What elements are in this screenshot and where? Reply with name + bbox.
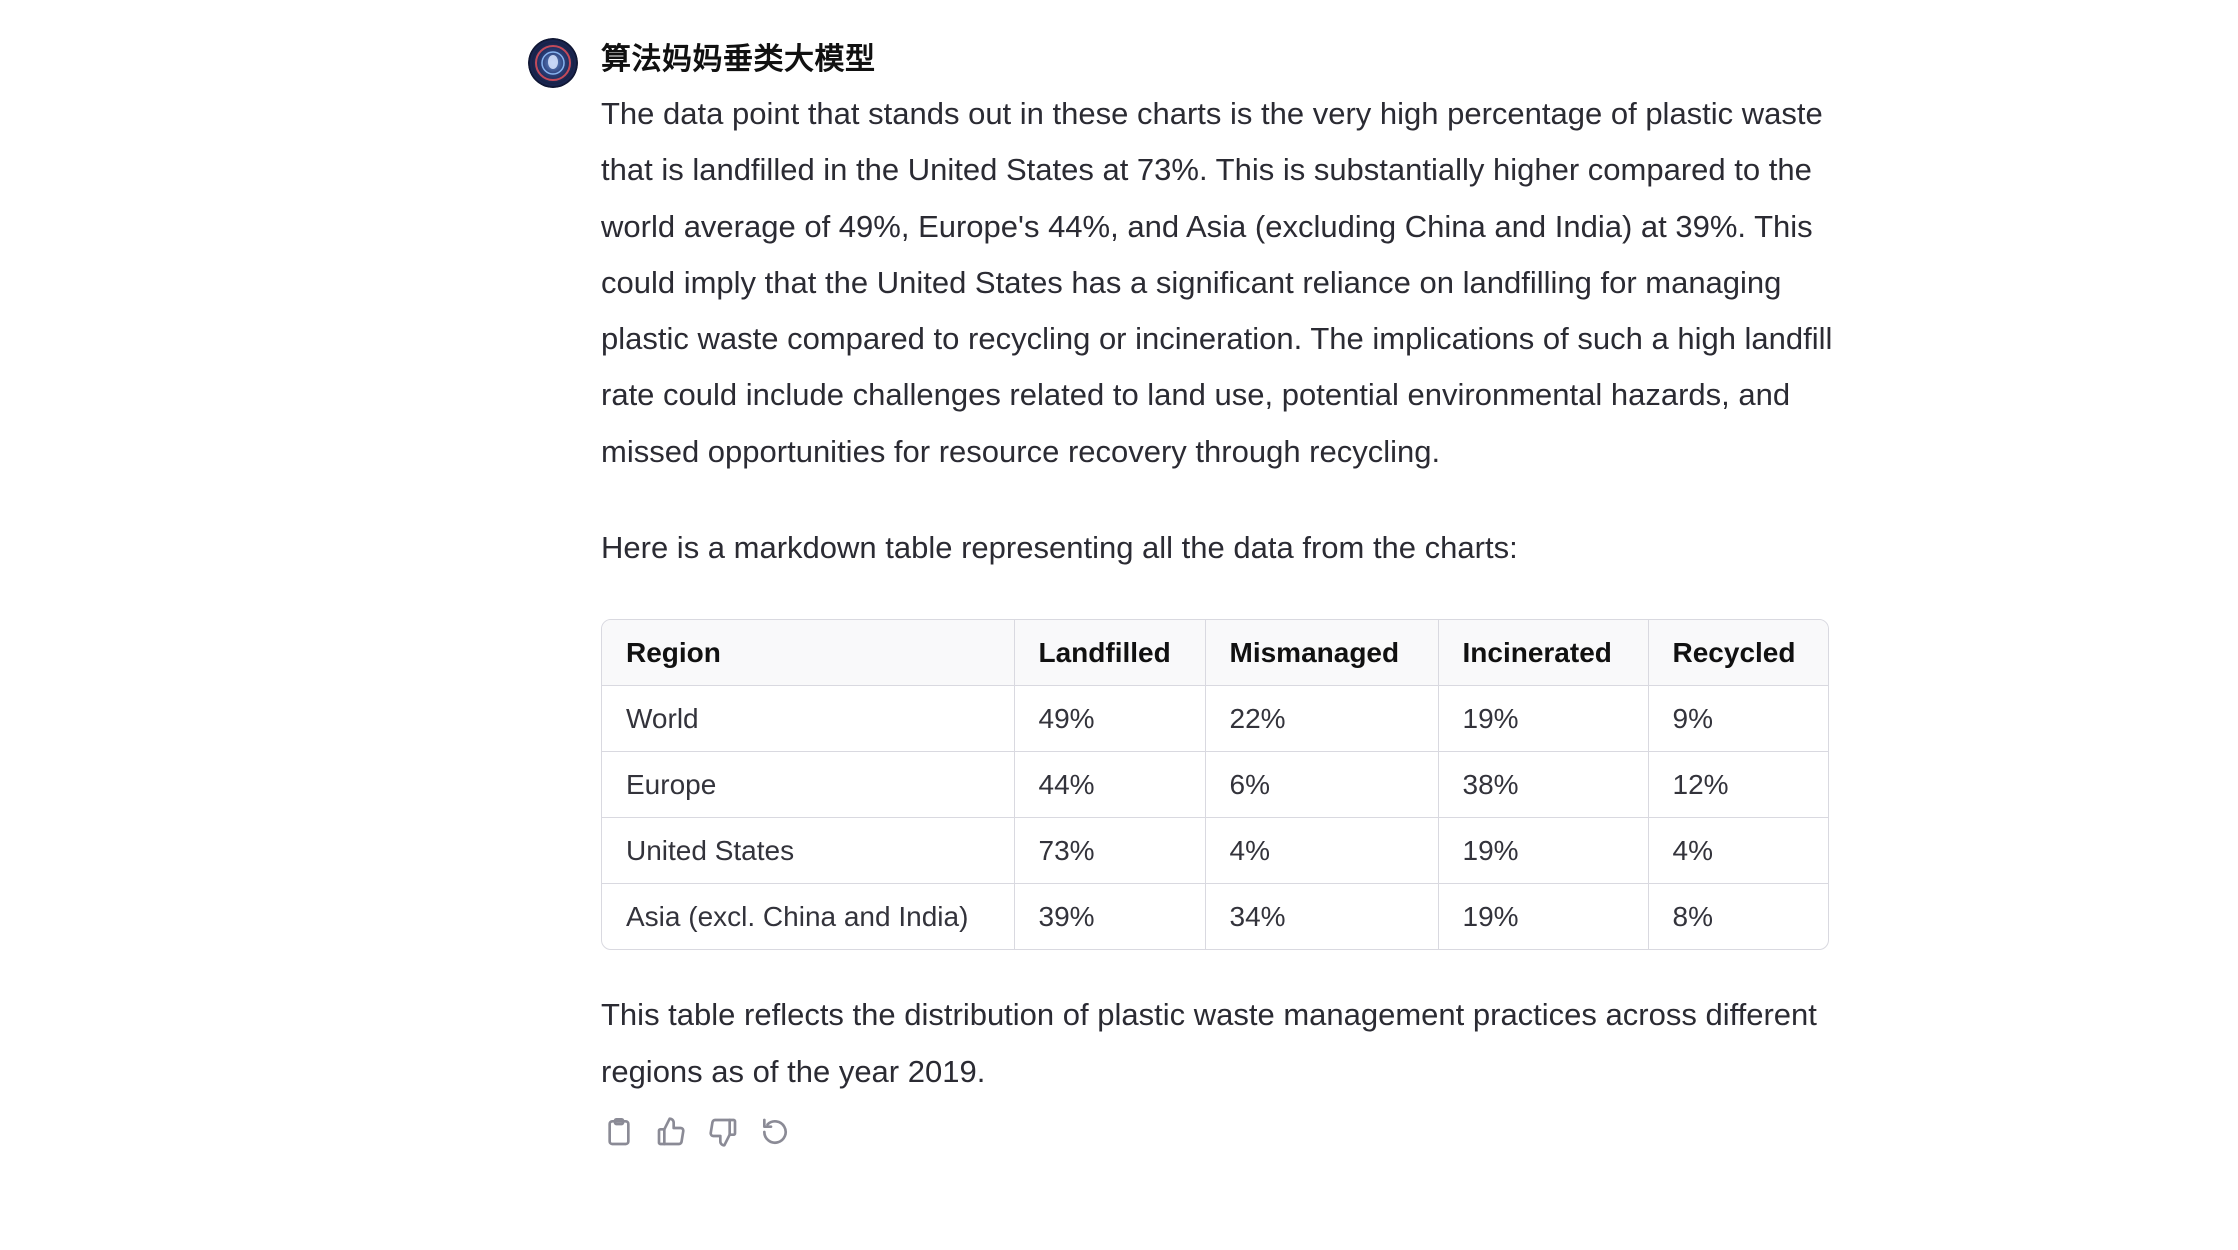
table-cell: 19% xyxy=(1438,685,1649,753)
table-cell: 8% xyxy=(1672,900,1713,932)
message-content: 算法妈妈垂类大模型 The data point that stands out… xyxy=(601,36,1841,1150)
table-cell: 34% xyxy=(1205,883,1439,950)
data-table: Region Landfilled Mismanaged Incinerated… xyxy=(602,620,1828,950)
table-cell: 19% xyxy=(1438,883,1649,950)
table-cell: Asia (excl. China and India) xyxy=(602,883,1015,950)
table-row: Europe 44% 6% 38% 12% xyxy=(602,751,1828,819)
table-cell: 4% xyxy=(1648,817,1828,885)
header-recycled: Recycled xyxy=(1648,620,1828,687)
table-cell: 9% xyxy=(1648,685,1828,753)
table-row: Asia (excl. China and India) 39% 34% 19%… xyxy=(602,883,1828,950)
header-landfilled: Landfilled xyxy=(1014,620,1206,687)
table-cell: Europe xyxy=(602,751,1015,819)
table-cell: United States xyxy=(602,817,1015,885)
data-table-container: Region Landfilled Mismanaged Incinerated… xyxy=(601,619,1829,951)
thumbs-down-button[interactable] xyxy=(707,1114,739,1150)
table-cell: 49% xyxy=(1014,685,1206,753)
table-cell: 73% xyxy=(1014,817,1206,885)
thumbs-up-icon xyxy=(657,1117,685,1146)
avatar xyxy=(528,38,578,88)
thumbs-down-icon xyxy=(709,1118,737,1147)
copy-button[interactable] xyxy=(603,1114,635,1150)
table-cell: 39% xyxy=(1014,883,1206,950)
table-header-row: Region Landfilled Mismanaged Incinerated… xyxy=(602,620,1828,687)
table-cell: 4% xyxy=(1205,817,1439,885)
table-cell: 44% xyxy=(1014,751,1206,819)
avatar-icon xyxy=(528,38,578,88)
regenerate-icon xyxy=(763,1118,787,1144)
intro-paragraph: The data point that stands out in these … xyxy=(601,96,1833,469)
header-incinerated: Incinerated xyxy=(1438,620,1649,687)
table-cell: 22% xyxy=(1205,685,1439,753)
header-mismanaged: Mismanaged xyxy=(1205,620,1439,687)
header-region: Region xyxy=(602,620,1015,687)
table-cell: 38% xyxy=(1438,751,1649,819)
table-cell: 19% xyxy=(1438,817,1649,885)
sender-name: 算法妈妈垂类大模型 xyxy=(601,42,876,77)
clipboard-icon xyxy=(608,1117,630,1146)
table-cell: 12% xyxy=(1648,751,1828,819)
conclusion-paragraph: This table reflects the distribution of … xyxy=(601,997,1817,1089)
table-cell: 6% xyxy=(1205,751,1439,819)
thumbs-up-button[interactable] xyxy=(655,1114,687,1150)
message-actions xyxy=(603,1114,1841,1150)
table-row: United States 73% 4% 19% 4% xyxy=(602,817,1828,885)
table-cell: World xyxy=(602,685,1015,753)
table-intro-paragraph: Here is a markdown table representing al… xyxy=(601,530,1518,566)
regenerate-button[interactable] xyxy=(759,1114,791,1150)
table-row: World 49% 22% 19% 9% xyxy=(602,685,1828,753)
